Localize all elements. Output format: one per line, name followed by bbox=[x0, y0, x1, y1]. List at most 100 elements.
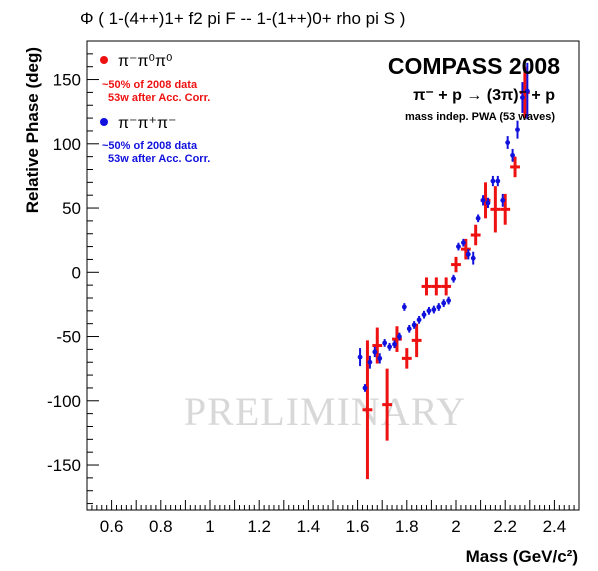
x-tick-label: 2.2 bbox=[493, 517, 517, 536]
data-point bbox=[524, 62, 530, 120]
data-point bbox=[485, 197, 491, 209]
data-point bbox=[411, 321, 417, 329]
point-marker bbox=[495, 178, 501, 184]
x-tick-label: 2 bbox=[451, 517, 460, 536]
y-tick-label: -150 bbox=[47, 456, 81, 475]
point-marker bbox=[490, 178, 496, 184]
x-tick-label: 2.4 bbox=[543, 517, 567, 536]
point-marker bbox=[460, 240, 466, 246]
data-point bbox=[505, 136, 511, 149]
data-point bbox=[357, 348, 363, 367]
y-tick-label: -100 bbox=[47, 392, 81, 411]
data-point bbox=[436, 303, 442, 311]
data-point bbox=[456, 242, 461, 251]
data-point bbox=[451, 256, 461, 273]
data-point bbox=[362, 384, 368, 392]
legend-note-neutral-line1: ~50% of 2008 data bbox=[102, 79, 198, 91]
data-point bbox=[367, 355, 373, 369]
data-point bbox=[500, 193, 506, 207]
data-point bbox=[465, 249, 471, 260]
y-tick-label: 100 bbox=[53, 135, 81, 154]
data-point bbox=[510, 148, 515, 162]
data-point bbox=[372, 346, 378, 358]
y-axis-title: Relative Phase (deg) bbox=[23, 47, 42, 213]
point-marker bbox=[446, 298, 452, 303]
x-axis: 0.6 0.8 1 1.2 1.4 1.6 1.8 2 2.2 2.4 bbox=[86, 500, 580, 536]
data-point bbox=[406, 324, 412, 333]
data-point bbox=[421, 277, 432, 296]
x-tick-label: 1.4 bbox=[297, 517, 321, 536]
x-axis-title: Mass (GeV/c²) bbox=[466, 547, 578, 566]
experiment-label: COMPASS 2008 bbox=[388, 53, 560, 79]
data-point bbox=[510, 156, 520, 178]
point-marker bbox=[367, 359, 373, 365]
data-point bbox=[441, 299, 447, 307]
point-marker bbox=[465, 251, 471, 257]
legend-note-charged-line1: ~50% of 2008 data bbox=[102, 140, 198, 152]
point-marker bbox=[500, 197, 506, 203]
point-marker bbox=[485, 200, 491, 206]
x-tick-label: 1.2 bbox=[247, 517, 271, 536]
point-marker bbox=[406, 326, 412, 332]
data-point bbox=[441, 277, 452, 296]
data-point bbox=[495, 175, 501, 187]
point-marker bbox=[451, 276, 456, 282]
x-tick-label: 1 bbox=[205, 517, 214, 536]
point-marker bbox=[515, 127, 520, 133]
point-marker bbox=[401, 304, 407, 310]
data-point bbox=[377, 353, 383, 364]
legend: π⁻π⁰π⁰ ~50% of 2008 data 53w after Acc. … bbox=[100, 53, 210, 165]
data-point bbox=[515, 120, 520, 139]
legend-marker-neutral bbox=[100, 56, 108, 64]
data-point bbox=[382, 339, 388, 347]
point-marker bbox=[377, 355, 383, 361]
point-marker bbox=[421, 312, 427, 318]
data-point bbox=[431, 277, 442, 296]
y-tick-label: 50 bbox=[62, 199, 81, 218]
data-point bbox=[387, 342, 392, 351]
y-axis: -150 -100 -50 0 50 100 150 bbox=[47, 40, 99, 510]
point-marker bbox=[397, 334, 402, 339]
data-point bbox=[480, 195, 486, 206]
point-marker bbox=[480, 197, 486, 203]
point-marker bbox=[524, 88, 530, 94]
point-marker bbox=[475, 215, 481, 221]
data-point bbox=[470, 251, 476, 265]
chart-title: Φ ( 1-(4++)1+ f2 pi F -- 1-(1++)0+ rho p… bbox=[80, 9, 405, 28]
data-point bbox=[431, 305, 437, 314]
watermark-preliminary: PRELIMINARY bbox=[184, 389, 466, 434]
x-tick-label: 0.6 bbox=[100, 517, 124, 536]
point-marker bbox=[456, 244, 461, 249]
x-tick-label: 1.8 bbox=[395, 517, 419, 536]
data-point bbox=[500, 193, 511, 225]
point-marker bbox=[436, 304, 442, 310]
point-marker bbox=[520, 95, 525, 100]
data-point bbox=[397, 332, 402, 341]
data-point bbox=[490, 175, 496, 187]
data-point bbox=[392, 340, 397, 349]
point-marker bbox=[357, 354, 363, 360]
data-point bbox=[382, 368, 393, 441]
data-point bbox=[401, 348, 412, 369]
x-tick-label: 1.6 bbox=[346, 517, 370, 536]
data-point bbox=[372, 327, 383, 364]
data-point bbox=[460, 238, 466, 247]
y-tick-label: -50 bbox=[56, 328, 81, 347]
data-point bbox=[475, 214, 481, 223]
point-marker bbox=[426, 308, 432, 314]
reaction-label: π⁻ + p → (3π)⁻ + p bbox=[413, 87, 555, 104]
point-marker bbox=[470, 255, 476, 261]
data-point bbox=[416, 315, 422, 324]
data-point bbox=[451, 274, 456, 283]
point-marker bbox=[441, 300, 447, 306]
point-marker bbox=[362, 385, 368, 391]
point-marker bbox=[510, 152, 515, 158]
y-tick-label: 0 bbox=[72, 263, 81, 282]
point-marker bbox=[387, 344, 392, 350]
data-point bbox=[421, 310, 427, 319]
legend-note-neutral-line2: 53w after Acc. Corr. bbox=[108, 92, 210, 104]
point-marker bbox=[372, 349, 378, 355]
data-point bbox=[426, 306, 432, 315]
